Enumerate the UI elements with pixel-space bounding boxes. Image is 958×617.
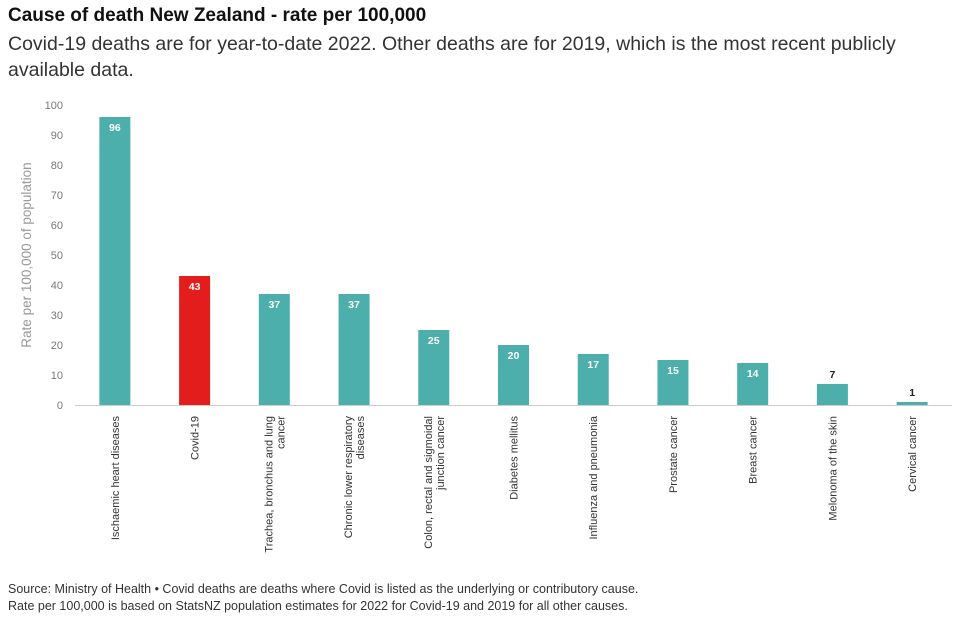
x-tick-label-line: Covid-19 <box>190 416 202 460</box>
x-tick-label: Ischaemic heart diseases <box>110 416 122 541</box>
y-tick-label: 100 <box>45 100 63 112</box>
bar <box>179 276 211 405</box>
data-label: 14 <box>747 368 759 380</box>
y-tick-label: 20 <box>51 340 63 352</box>
data-label: 7 <box>829 369 835 381</box>
y-tick-label: 80 <box>51 160 63 172</box>
data-label: 20 <box>508 350 520 362</box>
bar <box>418 330 450 405</box>
x-tick-label-line: Colon, rectal and sigmoidal <box>423 416 435 549</box>
x-tick-label-line: Ischaemic heart diseases <box>110 416 122 541</box>
bar-chart: Rate per 100,000 of population 0 10 20 30 40… <box>19 100 952 553</box>
data-label: 25 <box>428 335 440 347</box>
chart-title: Cause of death New Zealand - rate per 10… <box>8 5 427 26</box>
source-note: Source: Ministry of Health • Covid death… <box>8 582 639 596</box>
bar <box>338 294 370 405</box>
chart-footer: Source: Ministry of Health • Covid death… <box>8 581 638 615</box>
bar <box>577 354 609 405</box>
y-tick-label: 10 <box>51 370 63 382</box>
x-tick-label: Prostate cancer <box>668 416 680 493</box>
bar <box>896 402 928 405</box>
bar <box>99 117 131 405</box>
data-label: 37 <box>348 299 360 311</box>
x-tick-label: Trachea, bronchus and lung cancer <box>263 416 287 553</box>
y-tick-label: 0 <box>57 400 63 412</box>
x-tick-label-line: Chronic lower respiratory <box>343 416 355 539</box>
x-tick-label-line: Breast cancer <box>748 416 760 484</box>
x-tick-label-line: Melonoma of the skin <box>827 416 839 521</box>
data-label: 17 <box>587 359 599 371</box>
x-tick-label: Cervical cancer <box>907 416 919 492</box>
data-label: 96 <box>109 122 121 134</box>
chart-subtitle: Covid-19 deaths are for year-to-date 202… <box>8 33 896 81</box>
x-tick-label-line: Prostate cancer <box>668 416 680 493</box>
bar <box>816 384 848 405</box>
x-tick-label: Breast cancer <box>748 416 760 484</box>
x-tick-label: Influenza and pneumonia <box>588 415 600 539</box>
y-tick-label: 40 <box>51 280 63 292</box>
y-tick-label: 30 <box>51 310 63 322</box>
data-label: 15 <box>667 365 679 377</box>
bar <box>258 294 290 405</box>
data-label: 43 <box>189 281 201 293</box>
x-tick-label-line: Influenza and pneumonia <box>588 415 600 539</box>
data-label: 37 <box>268 299 280 311</box>
x-tick-label-line: Diabetes mellitus <box>509 416 521 500</box>
y-tick-label: 90 <box>51 130 63 142</box>
x-tick-label: Melonoma of the skin <box>827 416 839 521</box>
x-tick-label-line: Trachea, bronchus and lung <box>263 416 275 553</box>
data-label: 1 <box>909 387 915 399</box>
x-tick-label-line: diseases <box>355 416 367 460</box>
x-tick-label: Chronic lower respiratory diseases <box>343 416 367 539</box>
x-tick-label-line: junction cancer <box>435 416 447 491</box>
x-tick-label-line: cancer <box>275 416 287 449</box>
bar <box>657 360 689 405</box>
y-tick-label: 50 <box>51 250 63 262</box>
x-tick-label: Colon, rectal and sigmoidal junction canc… <box>423 416 447 549</box>
y-axis-label: Rate per 100,000 of population <box>19 162 34 347</box>
x-tick-label: Diabetes mellitus <box>509 416 521 500</box>
y-tick-label: 70 <box>51 190 63 202</box>
x-tick-label-line: Cervical cancer <box>907 416 919 492</box>
rate-note: Rate per 100,000 is based on StatsNZ pop… <box>8 599 628 613</box>
bar <box>737 363 769 405</box>
bar <box>498 345 529 405</box>
x-tick-label: Covid-19 <box>190 416 202 460</box>
y-tick-label: 60 <box>51 220 63 232</box>
